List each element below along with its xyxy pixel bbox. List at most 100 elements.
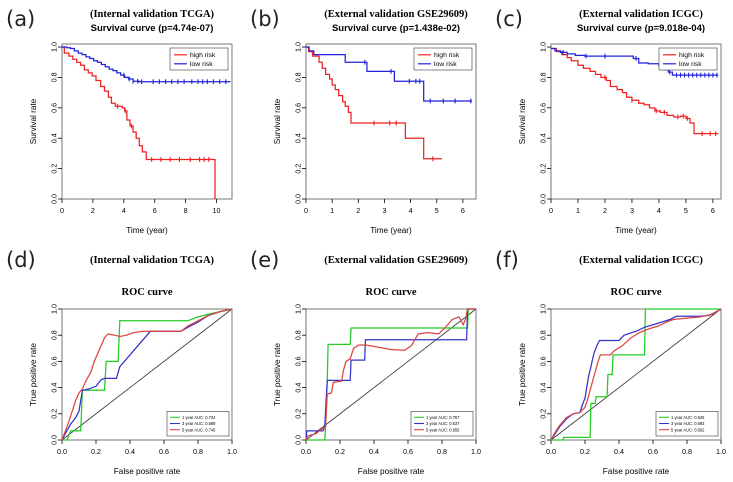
panel-letter-e: (e) [250, 248, 279, 272]
plot-frame-e [305, 308, 477, 441]
x-axis-label-c: Time (year) [615, 226, 657, 235]
panel-title-sub-f: ROC curve [610, 287, 661, 298]
panel-title-sub-a: Survival curve (p=4.74e-07) [91, 23, 214, 34]
y-tick-label-b: 0.8 [294, 72, 303, 82]
panel-letter-c: (c) [495, 7, 523, 31]
panel-c: (c) (External validation ICGC) Survival cu… [489, 0, 733, 241]
legend-label-b-0: high risk [434, 52, 460, 59]
x-tick-label-d: 0.6 [159, 447, 169, 456]
x-tick-label-b: 3 [382, 206, 386, 215]
panel-d-plot: (d) (Internal validation TCGA) ROC curve 0.… [6, 248, 237, 476]
x-tick-label-d: 0.4 [125, 447, 135, 456]
roc-diagonal-e [305, 308, 477, 441]
x-tick-label-b: 4 [409, 206, 413, 215]
y-tick-label-d: 0.4 [50, 383, 59, 393]
curve-d-1-year [62, 308, 233, 441]
y-tick-label-b: 0.4 [294, 133, 303, 143]
y-tick-label-c: 0.8 [539, 72, 548, 82]
legend-label-a-0: high risk [190, 52, 216, 59]
y-tick-label-d: 0.6 [50, 356, 59, 366]
curve-c-high-risk [551, 47, 719, 135]
curve-a-low-risk [62, 46, 231, 83]
curve-d-3-year [61, 308, 233, 441]
legend-box-b [413, 47, 473, 71]
panel-title-main-b: (External validation GSE29609) [324, 9, 468, 20]
x-tick-label-a: 4 [122, 206, 126, 215]
legend-label-f-2: 5 year AUC: 0.662 [671, 427, 705, 432]
y-axis-label-c: Survival rate [518, 98, 527, 144]
y-tick-label-a: 0.2 [50, 164, 59, 174]
plot-frame-f [550, 308, 722, 441]
y-axis-label-a: Survival rate [29, 98, 38, 144]
legend-label-b-1: low risk [434, 61, 457, 68]
y-tick-label-b: 0.0 [294, 194, 303, 204]
x-tick-label-c: 6 [711, 206, 715, 215]
x-tick-label-b: 2 [356, 206, 360, 215]
panel-title-sub-e: ROC curve [365, 287, 416, 298]
x-tick-label-a: 6 [153, 206, 157, 215]
y-tick-label-f: 0.6 [539, 356, 548, 366]
y-tick-label-c: 0.6 [539, 103, 548, 113]
legend-label-e-0: 1 year AUC: 0.757 [426, 415, 460, 420]
panel-title-main-c: (External validation ICGC) [579, 9, 703, 20]
y-tick-label-f: 0.2 [539, 409, 548, 419]
y-tick-label-a: 1.0 [50, 42, 59, 52]
x-tick-label-c: 4 [657, 206, 661, 215]
curve-d-5-year [61, 308, 233, 441]
legend-label-d-1: 3 year AUC: 0.689 [182, 421, 216, 426]
y-tick-label-a: 0.0 [50, 194, 59, 204]
y-tick-label-e: 1.0 [294, 304, 303, 314]
x-tick-label-b: 1 [330, 206, 334, 215]
panel-letter-d: (d) [6, 248, 36, 272]
y-tick-label-e: 0.8 [294, 330, 303, 340]
plot-frame-c [550, 43, 722, 200]
x-axis-label-d: False positive rate [114, 467, 181, 476]
x-tick-label-a: 2 [91, 206, 95, 215]
y-tick-label-e: 0.6 [294, 356, 303, 366]
y-tick-label-c: 0.0 [539, 194, 548, 204]
x-tick-label-f: 0.6 [648, 447, 658, 456]
y-tick-label-d: 0.0 [50, 435, 59, 445]
y-tick-label-f: 0.0 [539, 435, 548, 445]
x-tick-label-f: 1.0 [716, 447, 726, 456]
panel-a: (a) (Internal validation TCGA) Survival cu… [0, 0, 244, 241]
y-tick-label-d: 1.0 [50, 304, 59, 314]
y-axis-label-d: True positive rate [29, 343, 38, 406]
panel-title-main-a: (Internal validation TCGA) [90, 9, 215, 20]
y-tick-label-c: 1.0 [539, 42, 548, 52]
y-tick-label-b: 0.2 [294, 164, 303, 174]
curve-e-5-year [305, 308, 476, 441]
y-tick-label-a: 0.8 [50, 72, 59, 82]
x-tick-label-b: 6 [461, 206, 465, 215]
y-axis-label-e: True positive rate [273, 343, 282, 406]
legend-box-c [658, 47, 718, 71]
x-axis-label-f: False positive rate [603, 467, 670, 476]
y-axis-label-f: True positive rate [518, 343, 527, 406]
y-tick-label-e: 0.4 [294, 383, 303, 393]
x-tick-label-a: 10 [213, 206, 221, 215]
panel-title-sub-c: Survival curve (p=9.018e-04) [577, 23, 705, 34]
curve-e-3-year [305, 308, 476, 441]
curve-b-low-risk [306, 46, 473, 102]
x-tick-label-b: 0 [304, 206, 308, 215]
x-axis-label-e: False positive rate [358, 467, 425, 476]
curve-b-high-risk [306, 46, 442, 160]
y-axis-label-b: Survival rate [273, 98, 282, 144]
x-tick-label-f: 0.2 [580, 447, 590, 456]
legend-label-f-1: 3 year AUC: 0.693 [671, 421, 705, 426]
y-tick-label-b: 1.0 [294, 42, 303, 52]
x-tick-label-e: 1.0 [471, 447, 481, 456]
x-tick-label-e: 0.2 [335, 447, 345, 456]
x-tick-label-a: 8 [184, 206, 188, 215]
x-tick-label-c: 1 [576, 206, 580, 215]
panel-letter-f: (f) [495, 248, 519, 272]
panel-letter-b: (b) [250, 7, 280, 31]
legend-label-d-2: 5 year AUC: 0.745 [182, 427, 216, 432]
y-tick-label-f: 0.8 [539, 330, 548, 340]
x-tick-label-a: 0 [60, 206, 64, 215]
panel-f: (f) (External validation ICGC) ROC curve 0.… [489, 241, 733, 482]
panel-title-sub-b: Survival curve (p=1.438e-02) [332, 23, 460, 34]
y-tick-label-a: 0.4 [50, 133, 59, 143]
x-tick-label-d: 0.2 [91, 447, 101, 456]
